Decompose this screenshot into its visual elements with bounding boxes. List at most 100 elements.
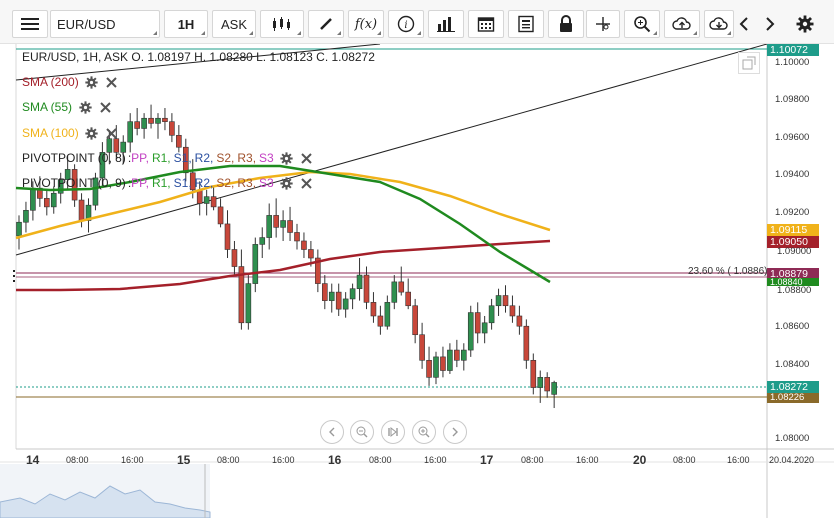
expand-button[interactable]	[738, 52, 760, 74]
candle-body	[113, 138, 120, 153]
gear-icon[interactable]	[85, 75, 99, 89]
zoom-out-button[interactable]	[350, 420, 374, 444]
candle-body	[280, 220, 286, 228]
calendar-icon	[477, 17, 495, 32]
navigator-series	[0, 485, 211, 518]
svg-text:i: i	[404, 20, 407, 31]
x-tick: 08:00	[673, 455, 696, 465]
candle-body	[440, 356, 446, 371]
pivot-label: PIVOTPOINT (0, 8)	[22, 151, 126, 165]
calendar-button[interactable]	[468, 10, 504, 38]
expand-icon	[742, 56, 756, 70]
cloud-upload-icon	[672, 17, 691, 30]
pivot-level-label: R3,	[237, 151, 257, 165]
candle-body	[37, 187, 43, 199]
x-tick: 16	[328, 453, 342, 467]
pivot-level-label: R2,	[194, 176, 214, 190]
ohlc-header: EUR/USD, 1H, ASK O. 1.08197 H. 1.08280 L…	[22, 50, 375, 64]
gear-icon[interactable]	[280, 176, 294, 190]
candle-body	[315, 257, 321, 284]
pivot-level-label: R1,	[151, 151, 171, 165]
x-tick: 20	[633, 453, 647, 467]
candle-body	[273, 215, 279, 228]
document-icon	[518, 15, 534, 33]
candle-body	[370, 302, 377, 317]
candle-body	[43, 198, 50, 208]
candle-body	[30, 187, 36, 211]
scroll-left-button[interactable]	[734, 10, 754, 38]
nav-back-button[interactable]	[320, 420, 344, 444]
upload-button[interactable]	[664, 10, 700, 38]
x-tick: 16:00	[272, 455, 295, 465]
zoom-button[interactable]	[624, 10, 660, 38]
candle-body	[183, 146, 189, 174]
indicators-button[interactable]: f(x)	[348, 10, 384, 38]
pencil-icon	[320, 18, 332, 30]
legend-sma-100: SMA (100)	[22, 126, 119, 140]
y-tick: 1.09200	[775, 207, 810, 218]
close-icon[interactable]	[300, 151, 314, 165]
close-icon[interactable]	[105, 126, 119, 140]
scroll-right-button[interactable]	[760, 10, 780, 38]
drawing-tool-button[interactable]	[308, 10, 344, 38]
price-tag-current: 1.08272	[767, 381, 819, 393]
navigator-strip[interactable]	[0, 464, 834, 518]
gear-icon[interactable]	[280, 151, 294, 165]
crosshair-button[interactable]	[586, 10, 620, 38]
info-button[interactable]: i	[388, 10, 424, 38]
volume-button[interactable]	[428, 10, 464, 38]
candle-body	[120, 141, 127, 153]
candle-body	[162, 117, 168, 122]
candle-body	[301, 240, 307, 250]
candle-body	[57, 179, 64, 194]
candle-body	[16, 221, 22, 237]
bar-chart-icon	[437, 17, 455, 32]
lock-button[interactable]	[548, 10, 584, 38]
close-icon[interactable]	[98, 100, 112, 114]
fx-label: f(x)	[354, 16, 378, 32]
symbol-label: EUR/USD	[57, 16, 116, 32]
candle-body	[155, 117, 161, 124]
gear-icon[interactable]	[78, 100, 92, 114]
download-button[interactable]	[704, 10, 734, 38]
legend-sma-200: SMA (200)	[22, 75, 119, 89]
close-icon[interactable]	[300, 176, 314, 190]
sma-100-line	[15, 170, 551, 240]
x-tick: 08:00	[66, 455, 89, 465]
zoom-in-button[interactable]	[412, 420, 436, 444]
settings-button[interactable]	[792, 10, 818, 38]
x-tick: 20.04.2020	[769, 455, 815, 465]
price-type-selector[interactable]: ASK	[212, 10, 256, 38]
candle-body	[447, 349, 453, 371]
news-button[interactable]	[508, 10, 544, 38]
timeframe-selector[interactable]: 1H	[164, 10, 208, 38]
candle-body	[516, 315, 523, 327]
zoom-out-icon	[356, 426, 368, 438]
candles-group	[16, 104, 557, 409]
info-icon: i	[397, 15, 415, 33]
y-tick: 1.08600	[775, 321, 810, 332]
hamburger-menu-button[interactable]	[12, 10, 48, 38]
nav-forward-button[interactable]	[443, 420, 467, 444]
price-tag-pivot: 1.08226	[767, 393, 819, 403]
symbol-selector[interactable]: EUR/USD	[50, 10, 160, 38]
y-tick: 1.08800	[777, 285, 812, 296]
reset-zoom-button[interactable]	[381, 420, 405, 444]
chart-type-button[interactable]	[260, 10, 304, 38]
chevron-left-icon	[739, 17, 748, 31]
legend-pivot-0-8: PIVOTPOINT (0, 8) : PP, R1, S1, R2, S2, R3, S3	[22, 151, 314, 165]
x-tick: 15	[177, 453, 191, 467]
candle-body	[433, 356, 439, 378]
y-tick: 1.08000	[775, 433, 810, 444]
price-plot	[0, 44, 834, 518]
candle-body	[342, 298, 349, 310]
candle-body	[551, 382, 557, 395]
candle-body	[169, 121, 175, 136]
y-tick: 1.09400	[775, 169, 810, 180]
chart-area[interactable]: EUR/USD, 1H, ASK O. 1.08197 H. 1.08280 L…	[0, 44, 834, 518]
close-icon[interactable]	[105, 75, 119, 89]
candle-body	[544, 377, 551, 392]
gear-icon[interactable]	[85, 126, 99, 140]
crosshair-icon	[596, 17, 610, 31]
